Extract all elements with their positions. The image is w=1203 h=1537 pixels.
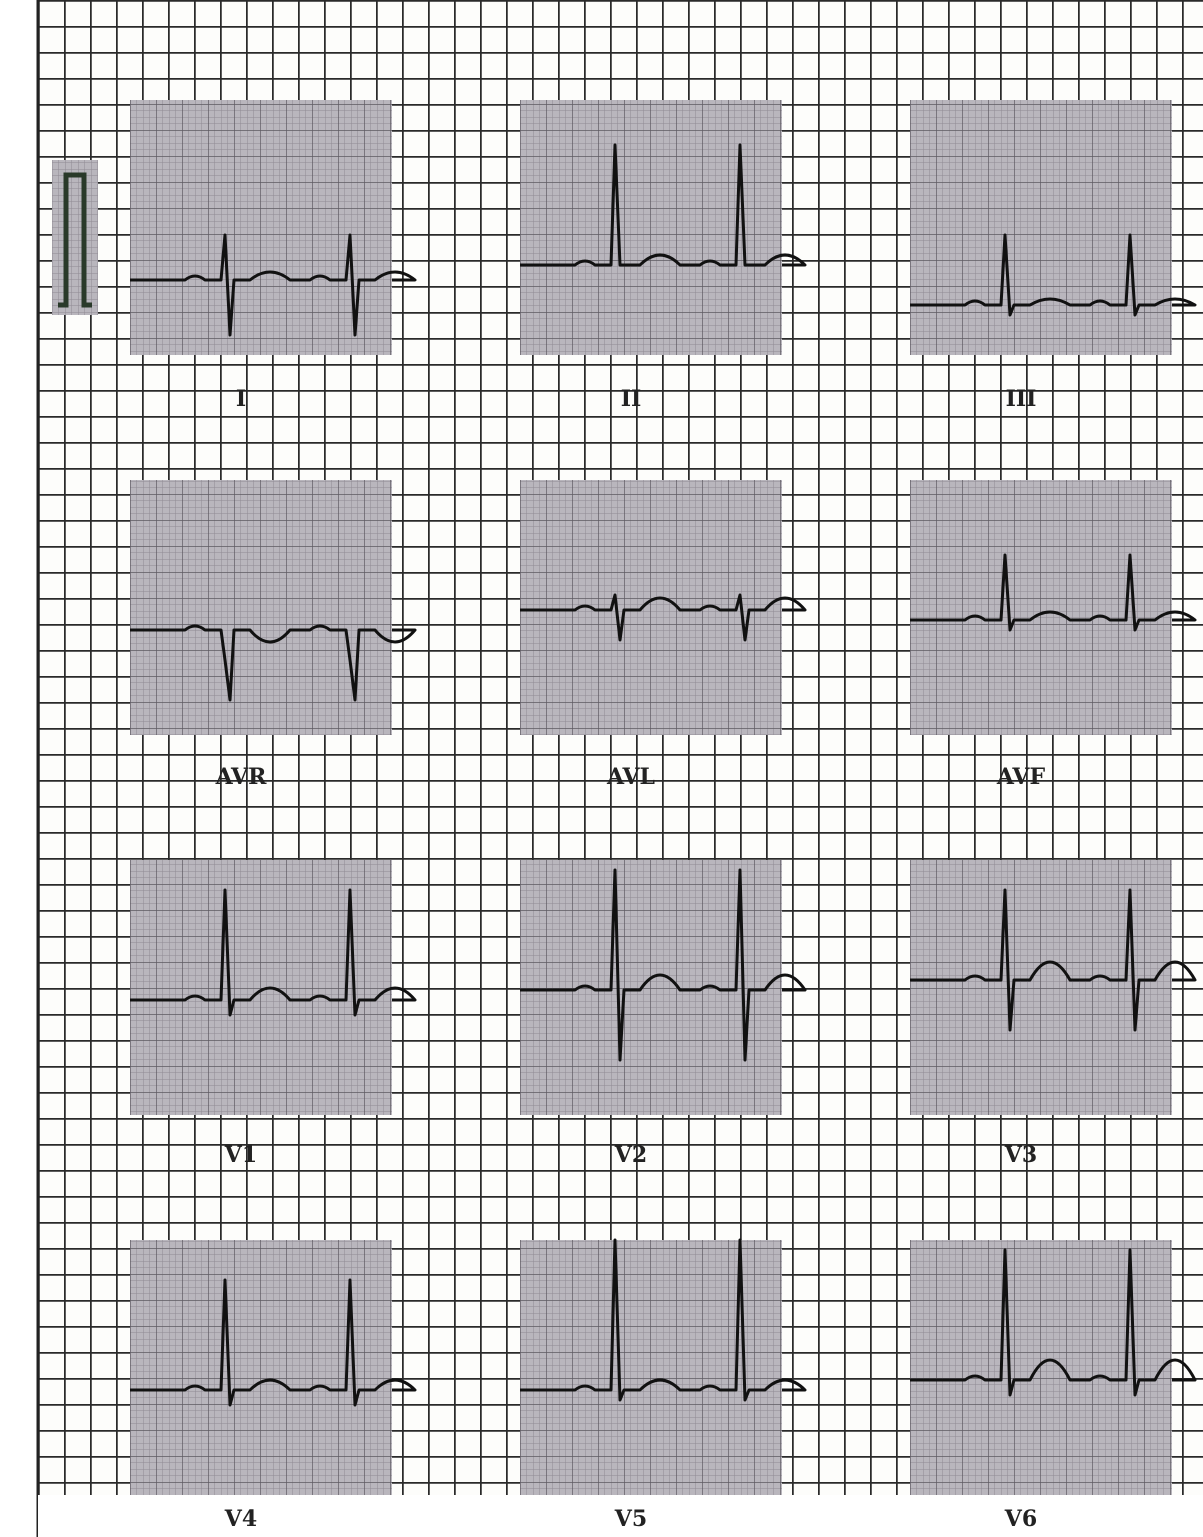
lead-label: V2 bbox=[614, 1142, 647, 1168]
ecg-sheet: IIIIIIAVRAVLAVFV1V2V3V4V5V6 bbox=[0, 0, 1203, 1537]
calibration-box bbox=[52, 160, 98, 315]
lead-label: III bbox=[1006, 386, 1037, 412]
lead-label: AVF bbox=[996, 764, 1046, 790]
lead-label: II bbox=[621, 386, 642, 412]
lead-label: V4 bbox=[224, 1506, 257, 1532]
lead-label: I bbox=[236, 386, 246, 412]
lead-label: V6 bbox=[1004, 1506, 1037, 1532]
lead-label: AVR bbox=[215, 764, 268, 790]
strip-major-grid bbox=[910, 100, 1172, 355]
lead-label: V3 bbox=[1004, 1142, 1037, 1168]
lead-label: V1 bbox=[224, 1142, 257, 1168]
page: IIIIIIAVRAVLAVFV1V2V3V4V5V6 (() => { con… bbox=[0, 0, 1203, 1537]
lead-label: V5 bbox=[614, 1506, 647, 1532]
lead-label: AVL bbox=[606, 764, 655, 790]
strip-major-grid bbox=[130, 480, 392, 735]
